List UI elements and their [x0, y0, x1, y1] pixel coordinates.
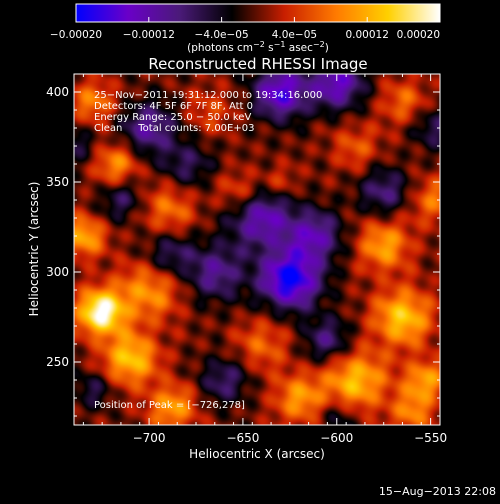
- y-axis-label: Heliocentric Y (arcsec): [27, 182, 41, 317]
- x-tick-label: −600: [320, 431, 353, 445]
- info-line-detectors: Detectors: 4F 5F 6F 7F 8F, Att 0: [94, 101, 253, 112]
- info-line-energy: Energy Range: 25.0 − 50.0 keV: [94, 112, 251, 123]
- plot-image-container: [74, 74, 440, 425]
- footer-date: 15−Aug−2013 22:08: [378, 485, 496, 498]
- colorbar-units: (photons cm−2 s−1 asec−2): [187, 40, 329, 54]
- colorbar: −0.00020 −0.00012 −4.0e−05 4.0e−05 0.00012 0.…: [50, 3, 441, 54]
- plot-frame: [73, 73, 441, 426]
- colorbar-tick-label: −0.00020: [50, 29, 102, 41]
- colorbar-tick-label: −4.0e−05: [195, 29, 249, 41]
- chart-title: Reconstructed RHESSI Image: [148, 55, 367, 73]
- y-tick-label: 250: [46, 355, 69, 369]
- peak-position-label: Position of Peak = [−726,278]: [94, 400, 245, 411]
- colorbar-tick-label: 0.00020: [397, 29, 440, 41]
- colorbar-tick-label: 4.0e−05: [272, 29, 317, 41]
- x-tick-label: −650: [226, 431, 259, 445]
- x-axis: −700 −650 −600 −550: [82, 74, 447, 445]
- x-tick-label: −550: [414, 431, 447, 445]
- heatmap-image: [74, 74, 440, 425]
- y-tick-label: 400: [46, 85, 69, 99]
- y-axis: 250 300 350 400: [46, 73, 440, 417]
- x-tick-label: −700: [133, 431, 166, 445]
- x-axis-label: Heliocentric X (arcsec): [189, 447, 325, 461]
- info-line-clean: Clean Total counts: 7.00E+03: [94, 123, 254, 134]
- info-text: 25−Nov−2011 19:31:12.000 to 19:34:16.000…: [94, 90, 322, 134]
- colorbar-gradient: [75, 3, 441, 23]
- info-line-time: 25−Nov−2011 19:31:12.000 to 19:34:16.000: [94, 90, 322, 101]
- colorbar-tick-label: 0.00012: [345, 29, 388, 41]
- colorbar-ticks: −0.00020 −0.00012 −4.0e−05 4.0e−05 0.00012 0.…: [50, 17, 441, 41]
- y-tick-label: 300: [46, 265, 69, 279]
- y-tick-label: 350: [46, 175, 69, 189]
- colorbar-tick-label: −0.00012: [123, 29, 175, 41]
